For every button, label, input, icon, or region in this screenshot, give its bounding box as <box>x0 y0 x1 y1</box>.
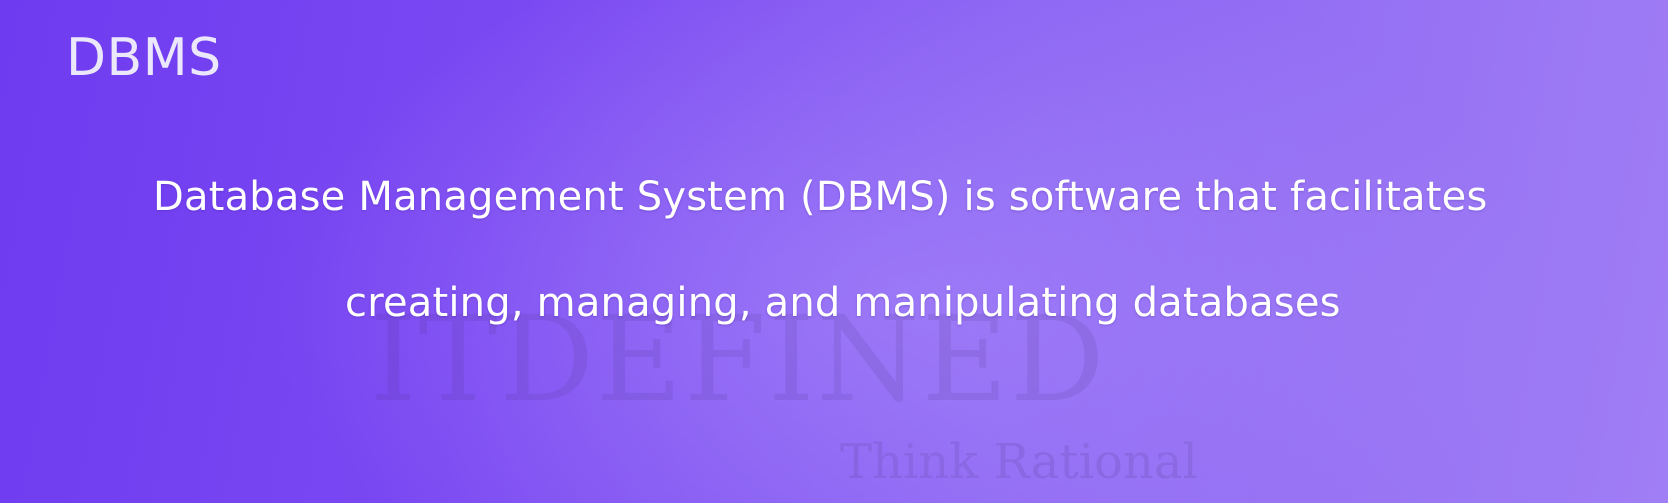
brand-watermark: ITDEFINED Think Rational <box>370 300 1198 500</box>
slide-title: DBMS <box>66 28 222 88</box>
watermark-tagline: Think Rational <box>840 434 1198 490</box>
definition-line-2: creating, managing, and manipulating dat… <box>345 280 1341 326</box>
definition-line-1: Database Management System (DBMS) is sof… <box>153 174 1488 220</box>
